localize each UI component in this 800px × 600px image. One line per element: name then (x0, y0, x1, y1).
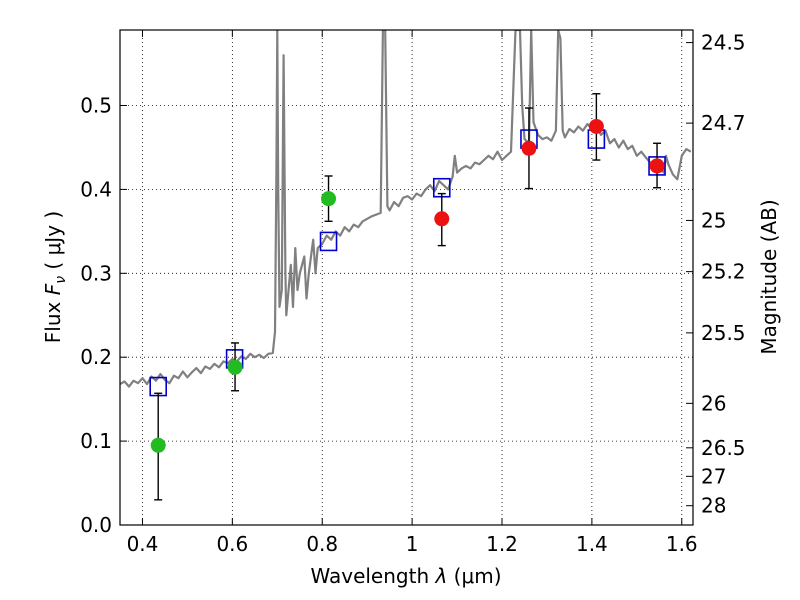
observed-point (521, 140, 537, 156)
y-tick-label: 0.2 (80, 345, 112, 369)
x-tick-label: 0.8 (306, 532, 338, 556)
markers (149, 93, 666, 501)
x-axis-title: Wavelength λ (μm) (310, 564, 501, 588)
x-tick-label: 0.4 (127, 532, 159, 556)
grid (120, 30, 693, 526)
y2-tick-label: 26 (701, 391, 726, 415)
x-tick-label: 1 (406, 532, 419, 556)
y2-axis-title: Magnitude (AB) (757, 199, 781, 354)
observed-point (588, 118, 604, 134)
x-tick-label: 1.6 (666, 532, 698, 556)
model-photometry-square (319, 231, 338, 252)
x-tick-label: 1.4 (576, 532, 608, 556)
observed-point (150, 437, 166, 453)
y-tick-label: 0.1 (80, 429, 112, 453)
y2-tick-label: 25.2 (701, 260, 746, 284)
plot-frame (119, 29, 694, 526)
observed-point (434, 211, 450, 227)
y-axis-title: Flux Fν ( μJy ) (41, 211, 69, 343)
observed-point (321, 191, 337, 207)
y2-tick-label: 28 (701, 494, 726, 518)
y-tick-label: 0.3 (80, 261, 112, 285)
y2-tick-label: 27 (701, 464, 726, 488)
x-tick-label: 1.2 (486, 532, 518, 556)
y-tick-label: 0.0 (80, 513, 112, 537)
y2-tick-label: 24.7 (701, 111, 746, 135)
y-tick-label: 0.4 (80, 177, 112, 201)
y-tick-label: 0.5 (80, 94, 112, 118)
spectrum-line (120, 30, 692, 388)
observed-point (649, 158, 665, 174)
y2-tick-label: 25.5 (701, 321, 746, 345)
y2-tick-label: 24.5 (701, 31, 746, 55)
spectrum-series (120, 30, 692, 388)
x-tick-label: 0.6 (216, 532, 248, 556)
ticks: 0.4 0.6 0.8 1 1.2 1.4 1.6 0.0 0.1 0.2 0.3 0.4 0.5 24.… (80, 30, 746, 556)
y2-tick-label: 26.5 (701, 436, 746, 460)
observed-point (227, 359, 243, 375)
y2-tick-label: 25 (701, 208, 726, 232)
